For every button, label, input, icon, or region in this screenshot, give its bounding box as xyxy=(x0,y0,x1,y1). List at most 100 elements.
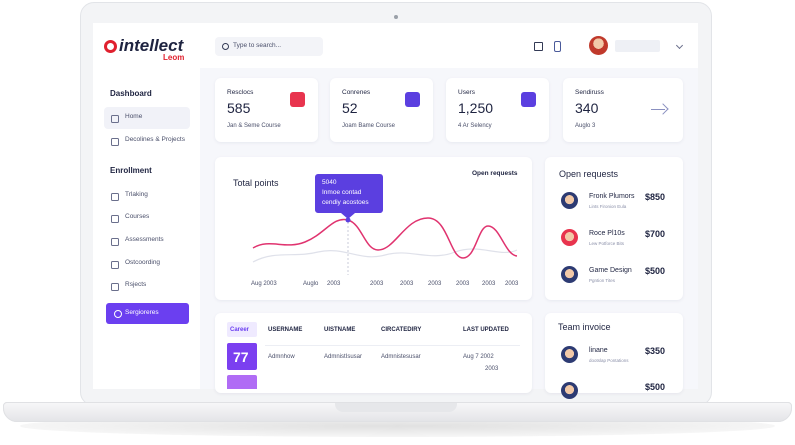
icon-user[interactable] xyxy=(554,41,561,52)
person-sub: Lints Fironion Eula xyxy=(589,204,627,209)
table-rule xyxy=(265,345,520,346)
icon-window[interactable] xyxy=(534,42,543,51)
stat-label: Users xyxy=(458,89,475,96)
nav-active-bg xyxy=(104,107,190,129)
person-name: Roce Pl10s xyxy=(589,230,625,237)
person-name: Fronk Plumors xyxy=(589,193,635,200)
nav-item[interactable]: Rsjects xyxy=(125,281,147,288)
person-amount: $850 xyxy=(645,192,666,202)
cell: 2003 xyxy=(485,366,499,372)
stat-icon xyxy=(290,92,305,107)
person-sub: Pgntion Tites xyxy=(589,278,616,283)
x-label: Auglo xyxy=(303,281,319,287)
stat-value: 585 xyxy=(227,100,251,116)
person-avatar xyxy=(561,382,578,399)
nav-icon xyxy=(111,261,119,269)
stat-icon xyxy=(521,92,536,107)
nav-icon xyxy=(111,283,119,291)
person-name: linane xyxy=(589,347,608,354)
nav-item[interactable]: Decolines & Projects xyxy=(125,136,185,143)
x-label: 2003 xyxy=(370,281,384,287)
table-card xyxy=(215,313,532,393)
cell: Admnhow xyxy=(268,354,295,360)
stat-value: 52 xyxy=(342,100,358,116)
profile-bar xyxy=(615,40,660,52)
stat-card xyxy=(215,78,318,142)
person-amount: $500 xyxy=(645,382,666,392)
stat-label: Conrenes xyxy=(342,89,371,96)
x-label: Aug 2003 xyxy=(251,281,277,287)
search-placeholder[interactable]: Type to search... xyxy=(233,42,282,49)
nav-icon xyxy=(111,215,119,223)
person-amount: $500 xyxy=(645,266,666,276)
search-box[interactable] xyxy=(215,37,323,56)
nav-button-label[interactable]: Sergioreres xyxy=(125,309,159,316)
tooltip-line: cendiy acostoes xyxy=(322,199,369,206)
nav-item[interactable]: Ostcoording xyxy=(125,259,161,266)
person-avatar xyxy=(561,192,578,209)
person-avatar xyxy=(561,266,578,283)
chart-link[interactable]: Open requests xyxy=(472,170,518,177)
nav-item[interactable]: Trlaking xyxy=(125,191,148,198)
nav-item[interactable]: Assessments xyxy=(125,236,164,243)
logo-name: intellect xyxy=(119,36,184,55)
stat-note: 4 Ar Selency xyxy=(458,123,492,129)
nav-section-title: Dashboard xyxy=(110,89,152,98)
search-icon xyxy=(222,43,229,50)
nav-icon xyxy=(111,115,119,123)
nav-icon xyxy=(111,193,119,201)
hover-dot xyxy=(345,217,351,223)
camera xyxy=(394,15,398,19)
logo-sub: Leom xyxy=(163,53,185,62)
x-label: 2003 xyxy=(456,281,470,287)
tooltip xyxy=(315,174,383,213)
stat-note: Auglo 3 xyxy=(575,123,596,129)
career-value: 77 xyxy=(233,349,249,365)
pink-line xyxy=(252,217,518,259)
chart-title: Total points xyxy=(233,178,279,188)
stat-note: Jan & Seme Course xyxy=(227,123,281,129)
x-label: 2003 xyxy=(400,281,414,287)
nav-item[interactable]: Courses xyxy=(125,213,150,220)
nav-section-title: Enrollment xyxy=(110,166,152,175)
cell: AdmnistIsusar xyxy=(324,354,363,360)
stat-icon xyxy=(405,92,420,107)
stat-value: 340 xyxy=(575,100,599,116)
person-name: Game Design xyxy=(589,267,632,274)
career-header-bg xyxy=(227,322,257,337)
stat-label: Sendiruss xyxy=(575,89,604,96)
requests-title: Open requests xyxy=(559,169,619,179)
grey-line xyxy=(252,248,518,263)
stat-label: Resclocs xyxy=(227,89,254,96)
avatar[interactable] xyxy=(589,36,608,55)
nav-button[interactable] xyxy=(106,303,189,324)
table-header: CIRCATEDIRY xyxy=(381,327,422,333)
person-amount: $700 xyxy=(645,229,666,239)
nav-item[interactable]: Home xyxy=(125,113,143,120)
stat-card xyxy=(330,78,433,142)
logo-mark xyxy=(104,40,117,53)
x-label: 2003 xyxy=(482,281,496,287)
cell: Admnistesusar xyxy=(381,354,421,360)
tooltip-line: 5040 xyxy=(322,179,337,186)
invoice-title: Team invoice xyxy=(558,322,611,332)
sidebar xyxy=(93,23,200,389)
laptop-notch-front xyxy=(335,403,457,412)
nav-button-icon xyxy=(114,310,122,318)
person-sub: dootslap Pontations xyxy=(589,358,629,363)
table-header: USERNAME xyxy=(268,327,303,333)
table-header: LAST UPDATED xyxy=(463,327,509,333)
x-label: 2003 xyxy=(505,281,519,287)
table-header: UISTNAME xyxy=(324,327,356,333)
table-header: Career xyxy=(230,327,250,333)
career-badge xyxy=(227,343,257,370)
stat-value: 1,250 xyxy=(458,100,494,116)
stat-card xyxy=(446,78,549,142)
x-label: 2003 xyxy=(327,281,341,287)
person-avatar xyxy=(561,346,578,363)
stat-arrow[interactable] xyxy=(651,109,665,111)
person-amount: $350 xyxy=(645,346,666,356)
tooltip-line: Inmoe contad xyxy=(322,189,362,196)
